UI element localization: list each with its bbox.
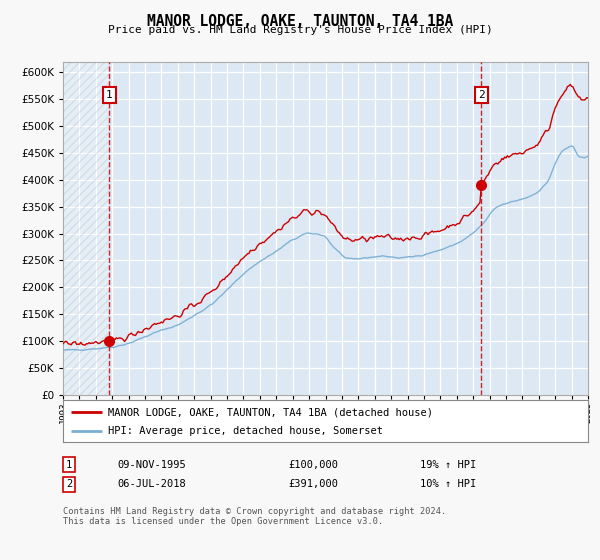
Text: 10% ↑ HPI: 10% ↑ HPI (420, 479, 476, 489)
Text: £100,000: £100,000 (288, 460, 338, 470)
Bar (63, 62, 109, 395)
Text: 09-NOV-1995: 09-NOV-1995 (117, 460, 186, 470)
Text: 19% ↑ HPI: 19% ↑ HPI (420, 460, 476, 470)
Text: 1: 1 (66, 460, 72, 470)
Text: MANOR LODGE, OAKE, TAUNTON, TA4 1BA (detached house): MANOR LODGE, OAKE, TAUNTON, TA4 1BA (det… (107, 407, 433, 417)
Text: 2: 2 (66, 479, 72, 489)
Text: £391,000: £391,000 (288, 479, 338, 489)
Text: 2: 2 (478, 90, 485, 100)
Text: MANOR LODGE, OAKE, TAUNTON, TA4 1BA: MANOR LODGE, OAKE, TAUNTON, TA4 1BA (147, 14, 453, 29)
Text: HPI: Average price, detached house, Somerset: HPI: Average price, detached house, Some… (107, 426, 383, 436)
Text: Contains HM Land Registry data © Crown copyright and database right 2024.
This d: Contains HM Land Registry data © Crown c… (63, 507, 446, 526)
Text: Price paid vs. HM Land Registry's House Price Index (HPI): Price paid vs. HM Land Registry's House … (107, 25, 493, 35)
Text: 1: 1 (106, 90, 113, 100)
Text: 06-JUL-2018: 06-JUL-2018 (117, 479, 186, 489)
